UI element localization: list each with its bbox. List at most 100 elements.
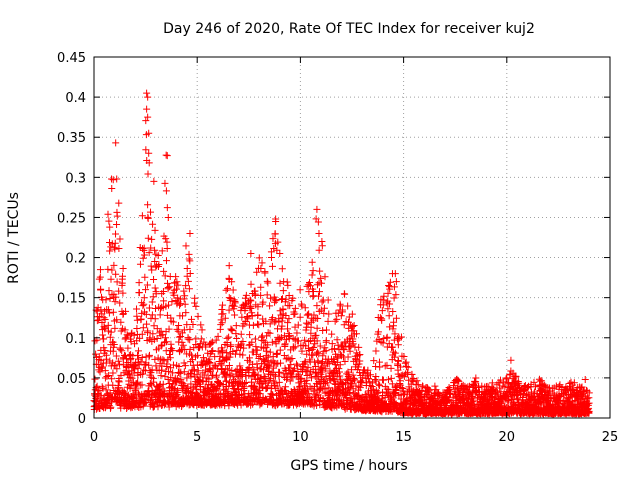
data-point [186, 229, 194, 237]
data-point [313, 324, 321, 332]
data-point [145, 159, 153, 167]
data-point [199, 354, 207, 362]
data-point [276, 368, 284, 376]
data-point [133, 305, 141, 313]
data-point [117, 318, 125, 326]
data-point [309, 288, 317, 296]
data-point [335, 384, 343, 392]
data-point [180, 368, 188, 376]
data-point [358, 378, 366, 386]
data-points [90, 89, 593, 418]
data-point [305, 310, 313, 318]
data-point [318, 242, 326, 250]
data-point [187, 315, 195, 323]
data-point [101, 325, 109, 333]
y-tick-label: 0.1 [65, 332, 86, 347]
data-point [322, 373, 330, 381]
data-point [132, 394, 140, 402]
data-point [312, 331, 320, 339]
data-point [308, 271, 316, 279]
data-point [316, 288, 324, 296]
data-point [305, 347, 313, 355]
data-point [110, 243, 118, 251]
data-point [309, 267, 317, 275]
data-point [122, 307, 130, 315]
data-point [109, 308, 117, 316]
data-point [140, 300, 148, 308]
data-point [184, 277, 192, 285]
data-point [272, 360, 280, 368]
data-point [282, 295, 290, 303]
data-point [176, 369, 184, 377]
data-point [313, 302, 321, 310]
data-point [161, 179, 169, 187]
data-point [283, 278, 291, 286]
data-point [173, 285, 181, 293]
data-point [156, 329, 164, 337]
data-point [151, 246, 159, 254]
data-point [320, 309, 328, 317]
data-point [277, 325, 285, 333]
data-point [322, 365, 330, 373]
data-point [266, 329, 274, 337]
data-point [289, 294, 297, 302]
data-point [183, 321, 191, 329]
data-point [310, 387, 318, 395]
data-point [276, 279, 284, 287]
y-tick-label: 0.2 [65, 252, 86, 267]
data-point [262, 317, 270, 325]
data-point [144, 201, 152, 209]
data-point [214, 332, 222, 340]
data-point [166, 354, 174, 362]
data-point [308, 258, 316, 266]
data-point [139, 302, 147, 310]
x-tick-label: 15 [395, 430, 412, 445]
data-point [271, 230, 279, 238]
data-point [116, 299, 124, 307]
data-point [165, 301, 173, 309]
data-point [165, 325, 173, 333]
data-point [151, 257, 159, 265]
data-point [247, 297, 255, 305]
data-point [330, 345, 338, 353]
data-point [224, 285, 232, 293]
data-point [336, 302, 344, 310]
data-point [102, 386, 110, 394]
data-point [270, 245, 278, 253]
data-point [194, 351, 202, 359]
data-point [247, 304, 255, 312]
data-point [145, 249, 153, 257]
data-point [157, 342, 165, 350]
data-point [247, 280, 255, 288]
data-point [275, 318, 283, 326]
data-point [150, 177, 158, 185]
data-point [156, 311, 164, 319]
data-point [286, 377, 294, 385]
data-point [386, 278, 394, 286]
data-point [328, 330, 336, 338]
data-point [246, 331, 254, 339]
data-point [204, 349, 212, 357]
data-point [273, 350, 281, 358]
data-point [261, 269, 269, 277]
data-point [223, 334, 231, 342]
data-point [149, 330, 157, 338]
data-point [306, 279, 314, 287]
data-point [207, 339, 215, 347]
data-point [186, 257, 194, 265]
data-point [268, 254, 276, 262]
data-point [142, 286, 150, 294]
y-tick-label: 0.25 [57, 211, 86, 226]
data-point [123, 331, 131, 339]
data-point [183, 264, 191, 272]
data-point [151, 226, 159, 234]
data-point [163, 338, 171, 346]
data-point [180, 287, 188, 295]
data-point [227, 341, 235, 349]
data-point [334, 392, 342, 400]
data-point [271, 296, 279, 304]
data-point [183, 374, 191, 382]
data-point [174, 388, 182, 396]
data-point [119, 272, 127, 280]
data-point [317, 274, 325, 282]
